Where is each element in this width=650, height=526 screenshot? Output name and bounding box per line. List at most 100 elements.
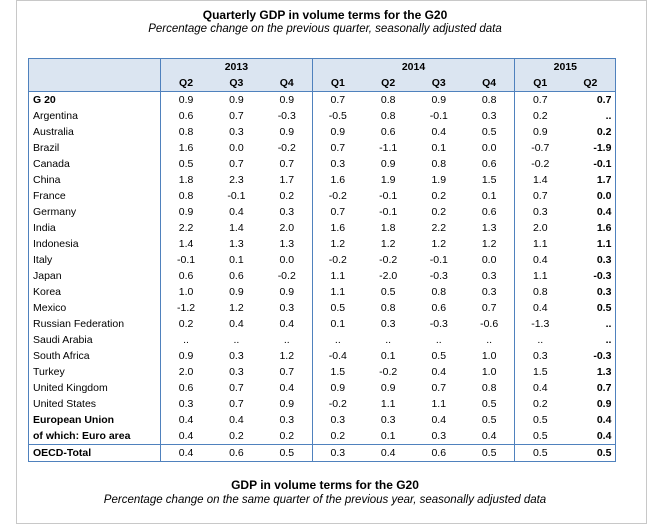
value-cell: 1.3 <box>229 238 244 250</box>
value-cell: 1.4 <box>229 222 244 234</box>
value-cell: 0.4 <box>596 414 612 426</box>
value-cell: -0.7 <box>514 140 566 156</box>
value-cell: -0.1 <box>429 254 448 266</box>
value-cell: 2.0 <box>279 222 295 234</box>
quarter-header: Q4 <box>261 75 313 92</box>
value-cell: 0.4 <box>481 430 497 442</box>
country-name: OECD-Total <box>28 444 161 462</box>
value-cell: -0.5 <box>311 108 363 124</box>
value-cell: 0.3 <box>380 414 396 426</box>
value-cell: 0.7 <box>229 382 244 394</box>
value-cell: 1.1 <box>311 268 363 284</box>
table1-title: Quarterly GDP in volume terms for the G2… <box>202 8 448 22</box>
value-cell: 0.8 <box>380 302 396 314</box>
value-cell: 0.4 <box>514 252 566 268</box>
value-cell: 1.0 <box>481 350 497 362</box>
gdp-table-body: G 20 0.9 0.9 0.9 0.7 0.8 0.9 0.8 0.7 0.7 Argentina… <box>28 91 616 462</box>
value-cell: 0.4 <box>596 206 612 218</box>
value-cell: 0.2 <box>431 190 447 202</box>
value-cell: 1.1 <box>380 398 396 410</box>
country-name: Canada <box>33 158 70 170</box>
value-cell: 0.7 <box>311 204 363 220</box>
gdp-quarterly-table: 2013 2014 2015 Q2 Q3 Q4 Q1 Q2 Q3 Q4 Q1 Q2 G 20 0.9 0… <box>28 58 617 462</box>
value-cell: 0.7 <box>229 158 244 170</box>
value-cell: 0.3 <box>279 206 295 218</box>
country-name: France <box>33 190 66 202</box>
value-cell: 0.0 <box>481 254 497 266</box>
value-cell: 0.2 <box>311 428 363 445</box>
value-cell: 1.3 <box>279 238 295 250</box>
country-name: Korea <box>33 286 62 298</box>
value-cell: 1.5 <box>481 174 497 186</box>
value-cell: 1.7 <box>596 174 612 186</box>
value-cell: 0.1 <box>311 316 363 332</box>
value-cell: 1.4 <box>160 236 212 252</box>
value-cell: 1.3 <box>481 222 497 234</box>
value-cell: 0.3 <box>481 110 497 122</box>
value-cell: 0.1 <box>481 190 497 202</box>
country-name: United States <box>33 398 97 410</box>
corner-cell-2 <box>28 75 161 92</box>
value-cell: 0.2 <box>229 430 244 442</box>
value-cell: 2.2 <box>160 220 212 236</box>
value-cell: 0.5 <box>464 444 515 462</box>
value-cell: 0.5 <box>261 444 313 462</box>
value-cell: 0.2 <box>431 206 447 218</box>
value-cell: 1.4 <box>514 172 566 188</box>
value-cell: 1.6 <box>311 172 363 188</box>
value-cell: 2.3 <box>229 174 244 186</box>
value-cell: -0.1 <box>160 252 212 268</box>
value-cell: 0.5 <box>431 350 447 362</box>
country-name: Saudi Arabia <box>33 334 93 346</box>
value-cell: 0.4 <box>514 380 566 396</box>
value-cell: 0.9 <box>279 126 295 138</box>
value-cell: 1.0 <box>160 284 212 300</box>
value-cell: 0.5 <box>160 156 212 172</box>
value-cell: 1.3 <box>596 366 612 378</box>
value-cell: -0.4 <box>311 348 363 364</box>
value-cell: -0.1 <box>593 158 612 170</box>
value-cell: 1.2 <box>380 238 396 250</box>
value-cell: -1.1 <box>379 142 398 154</box>
value-cell: 0.3 <box>311 412 363 428</box>
value-cell: 0.4 <box>229 414 244 426</box>
value-cell: 0.9 <box>160 348 212 364</box>
country-name: China <box>33 174 61 186</box>
table-row: China 1.8 2.3 1.7 1.6 1.9 1.9 1.5 1.4 1.7 <box>29 172 616 188</box>
value-cell: 0.1 <box>431 142 447 154</box>
value-cell: -0.2 <box>311 188 363 204</box>
value-cell: 2.0 <box>160 364 212 380</box>
value-cell: 0.3 <box>311 444 363 462</box>
value-cell: 0.7 <box>279 366 295 378</box>
value-cell: 0.3 <box>481 270 497 282</box>
value-cell: 1.1 <box>311 284 363 300</box>
year-header-2015: 2015 <box>514 58 616 75</box>
quarter-header: Q3 <box>413 75 465 92</box>
value-cell: 0.7 <box>279 158 295 170</box>
country-name: Argentina <box>33 110 78 122</box>
table-row: Saudi Arabia.................. <box>29 332 616 348</box>
value-cell: 0.5 <box>481 414 497 426</box>
value-cell: -0.3 <box>429 318 448 330</box>
value-cell: 0.6 <box>481 206 497 218</box>
value-cell: 1.2 <box>481 238 497 250</box>
value-cell: 0.5 <box>596 302 612 314</box>
value-cell: 0.9 <box>380 158 396 170</box>
country-name: Russian Federation <box>33 318 125 330</box>
table-row: France 0.8 -0.1 0.2 -0.2 -0.1 0.2 0.1 0.7 0.0 <box>29 188 616 204</box>
value-cell: 1.8 <box>380 222 396 234</box>
value-cell: 0.7 <box>514 188 566 204</box>
table-row: Brazil 1.6 0.0 -0.2 0.7 -1.1 0.1 0.0 -0.7 -1.9 <box>29 140 616 156</box>
value-cell: -0.2 <box>311 252 363 268</box>
value-cell: 0.5 <box>514 444 566 462</box>
value-cell: 0.4 <box>596 430 612 442</box>
value-cell: .. <box>311 332 363 348</box>
country-name: Mexico <box>33 302 67 314</box>
value-cell: 0.3 <box>514 348 566 364</box>
quarter-header-row: Q2 Q3 Q4 Q1 Q2 Q3 Q4 Q1 Q2 <box>28 75 616 92</box>
value-cell: 0.4 <box>229 206 244 218</box>
value-cell: 0.6 <box>211 444 262 462</box>
value-cell: 0.0 <box>229 142 244 154</box>
value-cell: 0.9 <box>380 382 396 394</box>
table-row: G 20 0.9 0.9 0.9 0.7 0.8 0.9 0.8 0.7 0.7 <box>29 91 616 108</box>
